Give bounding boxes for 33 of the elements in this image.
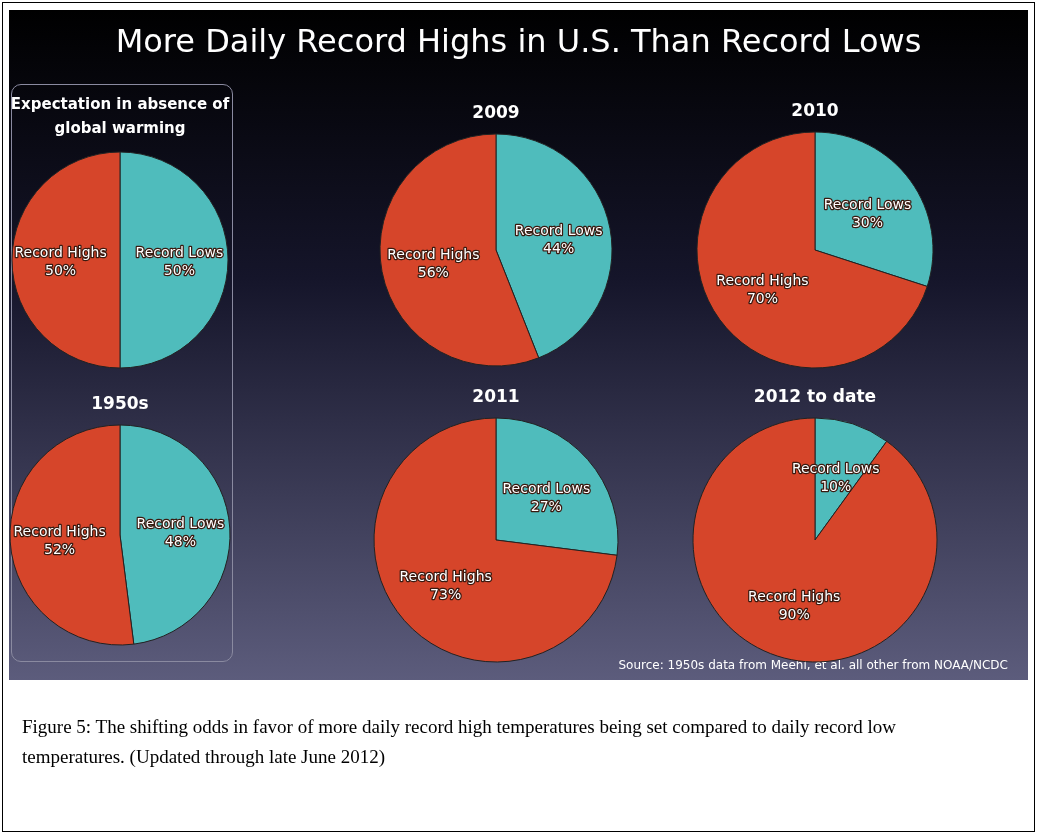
slice-label: Record Lows <box>135 244 224 260</box>
data-label: 52% <box>44 540 76 557</box>
slice-label: Record Lows <box>823 195 912 212</box>
data-label: 50% <box>45 262 77 278</box>
slice-label: Record Highs <box>14 244 107 260</box>
data-label: 73% <box>430 586 462 603</box>
data-label: 10% <box>820 478 852 495</box>
data-label: 48% <box>164 533 196 550</box>
slice-label: Record Lows <box>514 222 603 239</box>
slice-label: Record Highs <box>399 568 492 585</box>
data-label: 27% <box>530 497 562 514</box>
data-label: 90% <box>778 605 810 622</box>
slice-label: Record Highs <box>716 272 809 289</box>
data-label: 70% <box>746 290 779 307</box>
data-label: 50% <box>163 262 195 278</box>
slice-label: Record Lows <box>502 479 591 496</box>
source-note: Source: 1950s data from Meehl, et al. all other from NOAA/NCDC <box>618 658 1008 672</box>
chart-title: Expectation in absence of global warming <box>9 94 231 139</box>
slice-label: Record Lows <box>136 515 225 532</box>
chart-title: 2012 to date <box>752 385 878 408</box>
chart-title: 2010 <box>790 99 840 122</box>
data-label: 30% <box>851 213 884 230</box>
slice-label: Record Highs <box>387 245 480 262</box>
slice-label: Record Highs <box>13 522 106 539</box>
text: More Daily Record Highs in U.S. Than Record Lows <box>114 22 923 60</box>
chart-title: 1950s <box>90 392 150 415</box>
data-label: 56% <box>417 263 449 280</box>
data-label: 44% <box>543 240 575 257</box>
chart-title: 2011 <box>471 385 521 408</box>
pie-slice <box>373 417 618 663</box>
chart-title: 2009 <box>471 101 521 124</box>
slice-label: Record Highs <box>748 587 841 604</box>
caption: Figure 5: The shifting odds in favor of more daily record high temperatures being set compared to daily record low temperatures. (Updated through late June 2012) <box>22 715 897 769</box>
